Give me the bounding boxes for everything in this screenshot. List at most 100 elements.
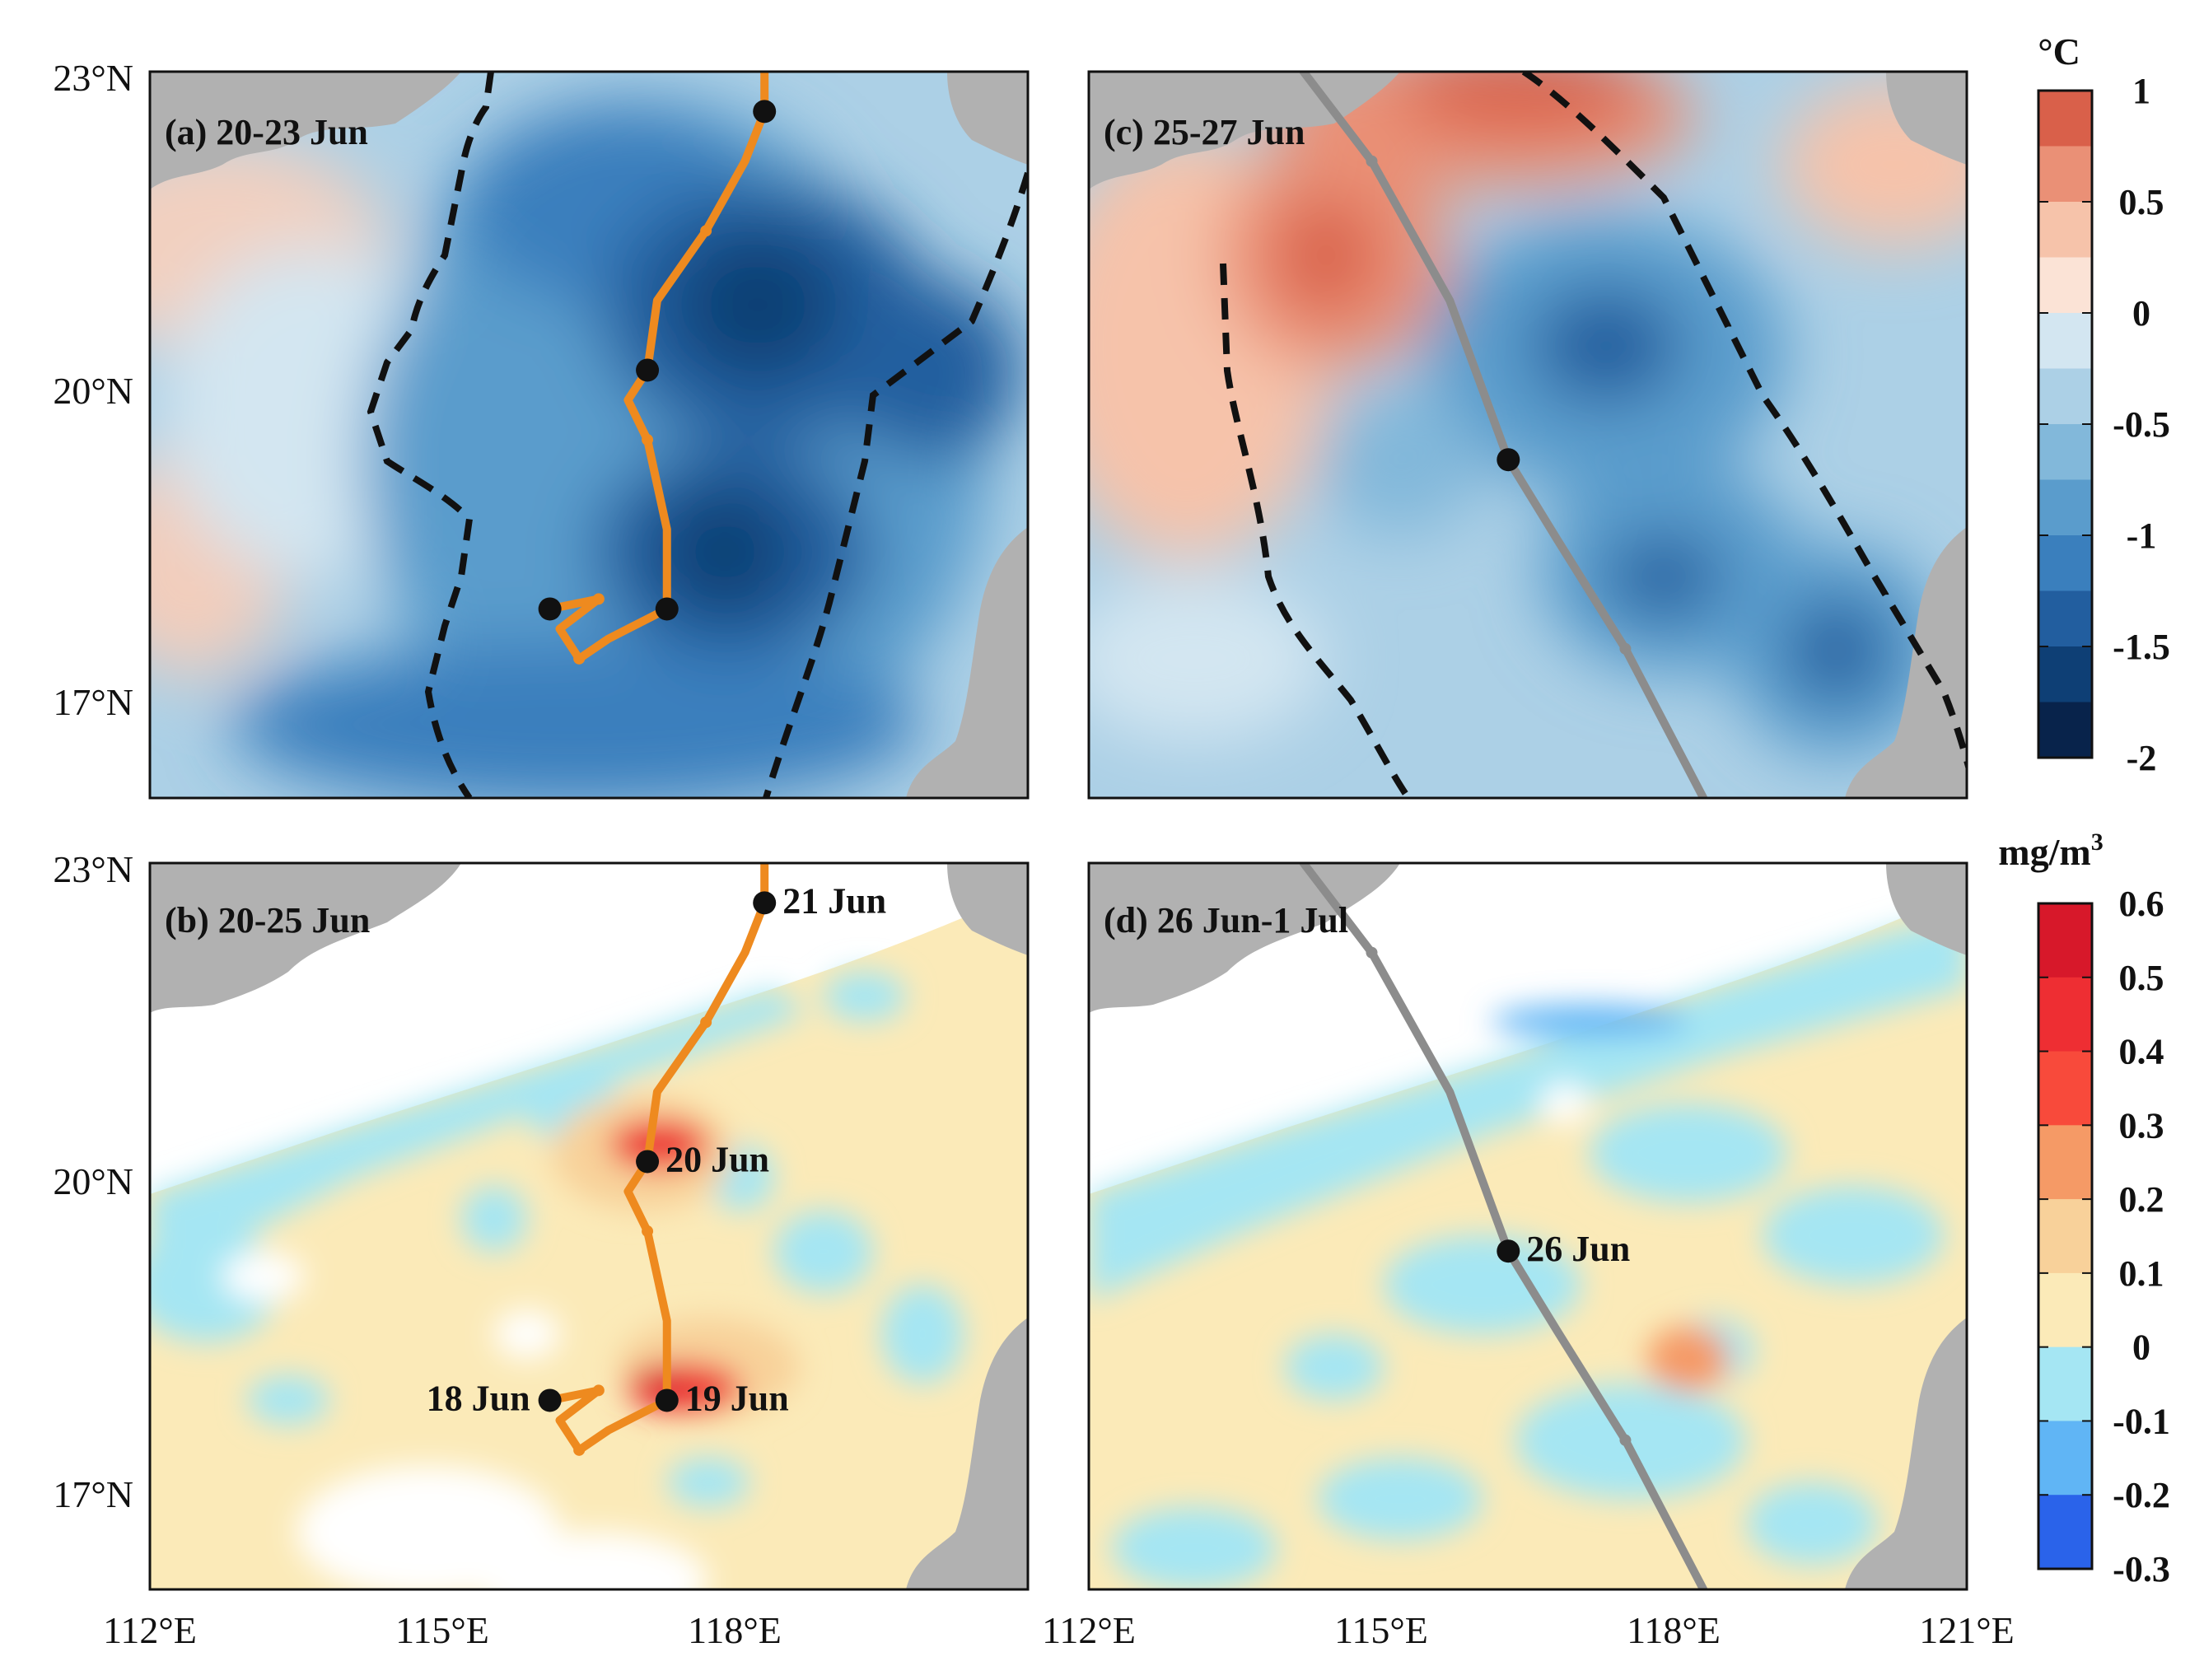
track-waypoint bbox=[642, 434, 654, 446]
xtick-115-left: 115°E bbox=[395, 1609, 489, 1651]
track-waypoint bbox=[700, 1016, 712, 1029]
ytick-17-bottom: 17°N bbox=[53, 1473, 133, 1515]
panel-d-title: (d) 26 Jun-1 Jul bbox=[1104, 900, 1348, 940]
typhoon-track-c bbox=[1299, 72, 1708, 798]
colorbar-sst-swatch bbox=[2038, 202, 2092, 258]
track-marker-18-jun bbox=[538, 597, 562, 621]
track-waypoint bbox=[642, 1225, 654, 1238]
date-label: 20 Jun bbox=[665, 1139, 769, 1179]
panel-b: 21 Jun 20 Jun 19 Jun 18 Jun bbox=[150, 863, 1028, 1589]
colorbar-chl-swatches bbox=[2038, 903, 2092, 1570]
colorbar-sst-swatch bbox=[2038, 702, 2092, 758]
colorbar-sst-tick-label: -1.5 bbox=[2113, 627, 2170, 667]
date-label: 19 Jun bbox=[685, 1378, 789, 1418]
date-label: 18 Jun bbox=[427, 1378, 530, 1418]
land-china-b bbox=[150, 863, 461, 1013]
colorbar-sst-swatch bbox=[2038, 368, 2092, 425]
typhoon-track-d: 26 Jun bbox=[1299, 863, 1708, 1589]
xtick-115-right: 115°E bbox=[1334, 1609, 1428, 1651]
y-axis-top: 23°N 20°N 17°N bbox=[53, 57, 133, 723]
land-luzon-b bbox=[906, 1318, 1028, 1589]
colorbar-sst-tick-label: -0.5 bbox=[2113, 404, 2170, 445]
ytick-23-bottom: 23°N bbox=[53, 848, 133, 890]
colorbar-chl-tick-label: 0.6 bbox=[2119, 884, 2164, 924]
track-waypoint bbox=[1366, 155, 1378, 167]
panel-c bbox=[1089, 72, 1967, 798]
colorbar-chl-unit: mg/m3 bbox=[1998, 828, 2103, 873]
colorbar-sst-tick-label: -2 bbox=[2127, 738, 2157, 778]
colorbar-sst-swatch bbox=[2038, 146, 2092, 203]
colorbar-sst-swatch bbox=[2038, 590, 2092, 647]
colorbar-sst-swatch bbox=[2038, 257, 2092, 314]
colorbar-sst-swatch bbox=[2038, 424, 2092, 480]
track-buffer-east-a bbox=[763, 171, 1028, 798]
ytick-20-bottom: 20°N bbox=[53, 1160, 133, 1202]
colorbar-chl-tick-label: 0.1 bbox=[2119, 1253, 2164, 1294]
track-waypoint bbox=[573, 1444, 586, 1456]
colorbar-chl-swatch bbox=[2038, 977, 2092, 1052]
colorbar-sst-tick-label: -1 bbox=[2127, 516, 2157, 556]
colorbar-chl-swatch bbox=[2038, 1421, 2092, 1496]
track-marker-21-jun bbox=[753, 891, 777, 915]
land-luzon-c bbox=[1845, 527, 1967, 798]
xtick-112-right: 112°E bbox=[1042, 1609, 1136, 1651]
land-taiwan-d bbox=[1886, 863, 1967, 955]
panel-d-frame bbox=[1087, 861, 1968, 1591]
track-waypoint bbox=[1619, 1434, 1632, 1446]
colorbar-chl: mg/m3 0.6 0.5 0.4 0.3 0.2 0.1 0 -0.1 -0.2 -0.3 bbox=[1998, 828, 2170, 1589]
colorbar-chl-swatch bbox=[2038, 1051, 2092, 1126]
land-china-d bbox=[1089, 863, 1400, 1013]
track-marker-20-jun bbox=[636, 1150, 660, 1174]
land-luzon-a bbox=[906, 527, 1028, 798]
colorbar-chl-swatch bbox=[2038, 1199, 2092, 1274]
colorbar-chl-tick-label: -0.3 bbox=[2113, 1549, 2170, 1589]
colorbar-sst-unit: °C bbox=[2038, 30, 2080, 72]
panel-b-frame bbox=[148, 861, 1030, 1591]
track-waypoint bbox=[592, 1384, 605, 1397]
colorbar-chl-ticks: 0.6 0.5 0.4 0.3 0.2 0.1 0 -0.1 -0.2 -0.3 bbox=[2038, 884, 2170, 1589]
track-waypoint bbox=[592, 593, 605, 605]
colorbar-sst-swatches bbox=[2038, 91, 2092, 758]
land-luzon-d bbox=[1845, 1318, 1967, 1589]
panel-b-nodata bbox=[150, 863, 1028, 1194]
colorbar-chl-tick-label: 0.3 bbox=[2119, 1105, 2164, 1146]
colorbar-sst-swatch bbox=[2038, 535, 2092, 591]
date-label: 21 Jun bbox=[782, 880, 886, 921]
track-buffer-west-c bbox=[1220, 263, 1412, 798]
track-buffer-east-c bbox=[1521, 72, 1967, 773]
colorbar-chl-tick-label: 0.4 bbox=[2119, 1032, 2164, 1072]
land-taiwan-b bbox=[947, 863, 1028, 955]
panel-a-frame bbox=[148, 70, 1030, 800]
land-taiwan-a bbox=[947, 72, 1028, 165]
colorbar-sst: °C 1 0.5 0 -0.5 -1 -1.5 -2 bbox=[2037, 30, 2170, 778]
land-taiwan-c bbox=[1886, 72, 1967, 165]
panel-a bbox=[150, 72, 1028, 798]
track-waypoint bbox=[700, 225, 712, 237]
colorbar-chl-tick-label: -0.1 bbox=[2113, 1401, 2170, 1441]
track-buffer-west-a bbox=[367, 72, 494, 798]
ytick-20-top: 20°N bbox=[53, 370, 133, 412]
colorbar-sst-tick-label: 1 bbox=[2132, 71, 2150, 111]
track-marker-26-jun bbox=[1497, 448, 1520, 472]
track-marker-26-jun bbox=[1497, 1239, 1520, 1263]
track-marker-21-jun bbox=[753, 100, 777, 124]
land-china-a bbox=[150, 72, 461, 189]
panel-c-title: (c) 25-27 Jun bbox=[1104, 112, 1305, 152]
colorbar-sst-swatch bbox=[2038, 479, 2092, 536]
panel-a-title: (a) 20-23 Jun bbox=[165, 112, 368, 152]
track-marker-19-jun bbox=[655, 1388, 679, 1412]
track-waypoint bbox=[1366, 946, 1378, 959]
colorbar-chl-tick-label: 0.2 bbox=[2119, 1179, 2164, 1220]
xtick-118-right: 118°E bbox=[1627, 1609, 1721, 1651]
colorbar-chl-tick-label: -0.2 bbox=[2113, 1475, 2170, 1515]
colorbar-sst-swatch bbox=[2038, 646, 2092, 702]
track-marker-20-jun bbox=[636, 358, 660, 382]
date-label: 26 Jun bbox=[1526, 1229, 1630, 1269]
ytick-23-top: 23°N bbox=[53, 57, 133, 99]
colorbar-chl-swatch bbox=[2038, 903, 2092, 978]
track-marker-19-jun bbox=[655, 597, 679, 621]
colorbar-sst-ticks: 1 0.5 0 -0.5 -1 -1.5 -2 bbox=[2038, 71, 2170, 778]
colorbar-chl-tick-label: 0 bbox=[2132, 1328, 2150, 1368]
y-axis-bottom: 23°N 20°N 17°N bbox=[53, 848, 133, 1515]
